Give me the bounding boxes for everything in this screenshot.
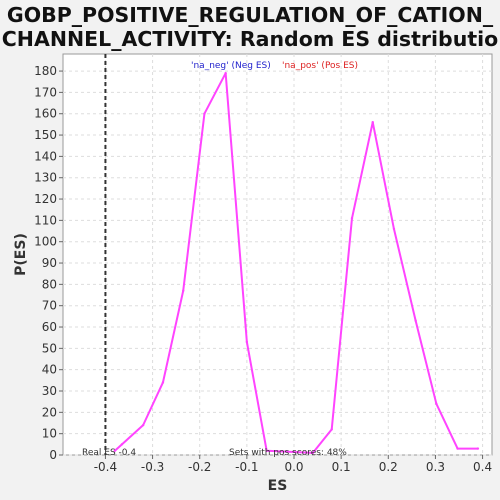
- data-point: [265, 449, 268, 452]
- data-point: [350, 217, 354, 220]
- y-tick-label: 130: [34, 171, 57, 185]
- y-tick-label: 70: [42, 299, 57, 313]
- y-tick-label: 170: [34, 85, 57, 99]
- y-tick-label: 160: [34, 107, 57, 121]
- pos-scores-annotation: Sets with pos scores: 48%: [229, 448, 347, 458]
- data-point: [392, 227, 396, 231]
- x-tick-label: -0.1: [235, 460, 258, 474]
- data-point: [311, 451, 315, 455]
- series-lines: [113, 71, 480, 455]
- x-tick-label: -0.3: [141, 460, 164, 474]
- data-point: [245, 340, 249, 344]
- y-tick-label: 20: [42, 405, 57, 419]
- x-axis-label: ES: [268, 478, 288, 494]
- x-tick-label: 0.0: [284, 460, 303, 474]
- data-point: [224, 71, 227, 75]
- y-tick-label: 30: [42, 384, 57, 398]
- data-point: [182, 289, 185, 292]
- y-axis-label: P(ES): [13, 233, 29, 276]
- y-tick-label: 50: [42, 341, 57, 355]
- data-point: [414, 319, 417, 322]
- y-tick-label: 90: [42, 256, 57, 270]
- y-axis-ticks: 0 10 20 30 40 50 60 70 80 90 100 110 120 130 140 150 160…: [34, 64, 63, 462]
- x-tick-label: -0.4: [94, 460, 117, 474]
- data-point: [113, 449, 117, 452]
- y-tick-label: 0: [49, 448, 57, 462]
- y-tick-label: 150: [34, 128, 57, 142]
- real-es-annotation: Real ES -0.4: [82, 448, 136, 458]
- data-point: [435, 402, 438, 406]
- x-tick-label: -0.2: [188, 460, 211, 474]
- data-point: [141, 423, 145, 427]
- data-point: [456, 447, 459, 450]
- data-point: [120, 443, 124, 446]
- grid-lines: [63, 54, 492, 456]
- y-tick-label: 80: [42, 277, 57, 291]
- data-point: [203, 112, 206, 115]
- legend-pos-es: 'na_pos' (Pos ES): [282, 61, 358, 71]
- chart-title: GOBP_POSITIVE_REGULATION_OF_CATION_CHANN…: [1, 3, 499, 75]
- y-tick-label: 110: [34, 213, 57, 227]
- x-tick-label: 0.2: [379, 460, 398, 474]
- y-tick-label: 100: [34, 235, 57, 249]
- y-tick-label: 120: [34, 192, 57, 206]
- x-tick-label: 0.3: [426, 460, 445, 474]
- y-tick-label: 140: [34, 149, 57, 163]
- y-tick-label: 180: [34, 64, 57, 78]
- data-point: [330, 428, 333, 431]
- x-axis-ticks: -0.4 -0.3 -0.2 -0.1 0.0 0.1 0.2 0.3 0.4: [94, 455, 492, 474]
- data-point: [371, 121, 374, 124]
- y-tick-label: 10: [42, 427, 57, 441]
- x-tick-label: 0.1: [332, 460, 351, 474]
- y-tick-label: 40: [42, 363, 57, 377]
- data-point: [161, 381, 165, 384]
- data-point: [476, 447, 480, 450]
- y-tick-label: 60: [42, 320, 57, 334]
- distribution-line-neg: [114, 72, 313, 454]
- x-tick-label: 0.4: [473, 460, 492, 474]
- legend-neg-es: 'na_neg' (Neg ES): [191, 61, 271, 71]
- plot-area: [62, 53, 493, 456]
